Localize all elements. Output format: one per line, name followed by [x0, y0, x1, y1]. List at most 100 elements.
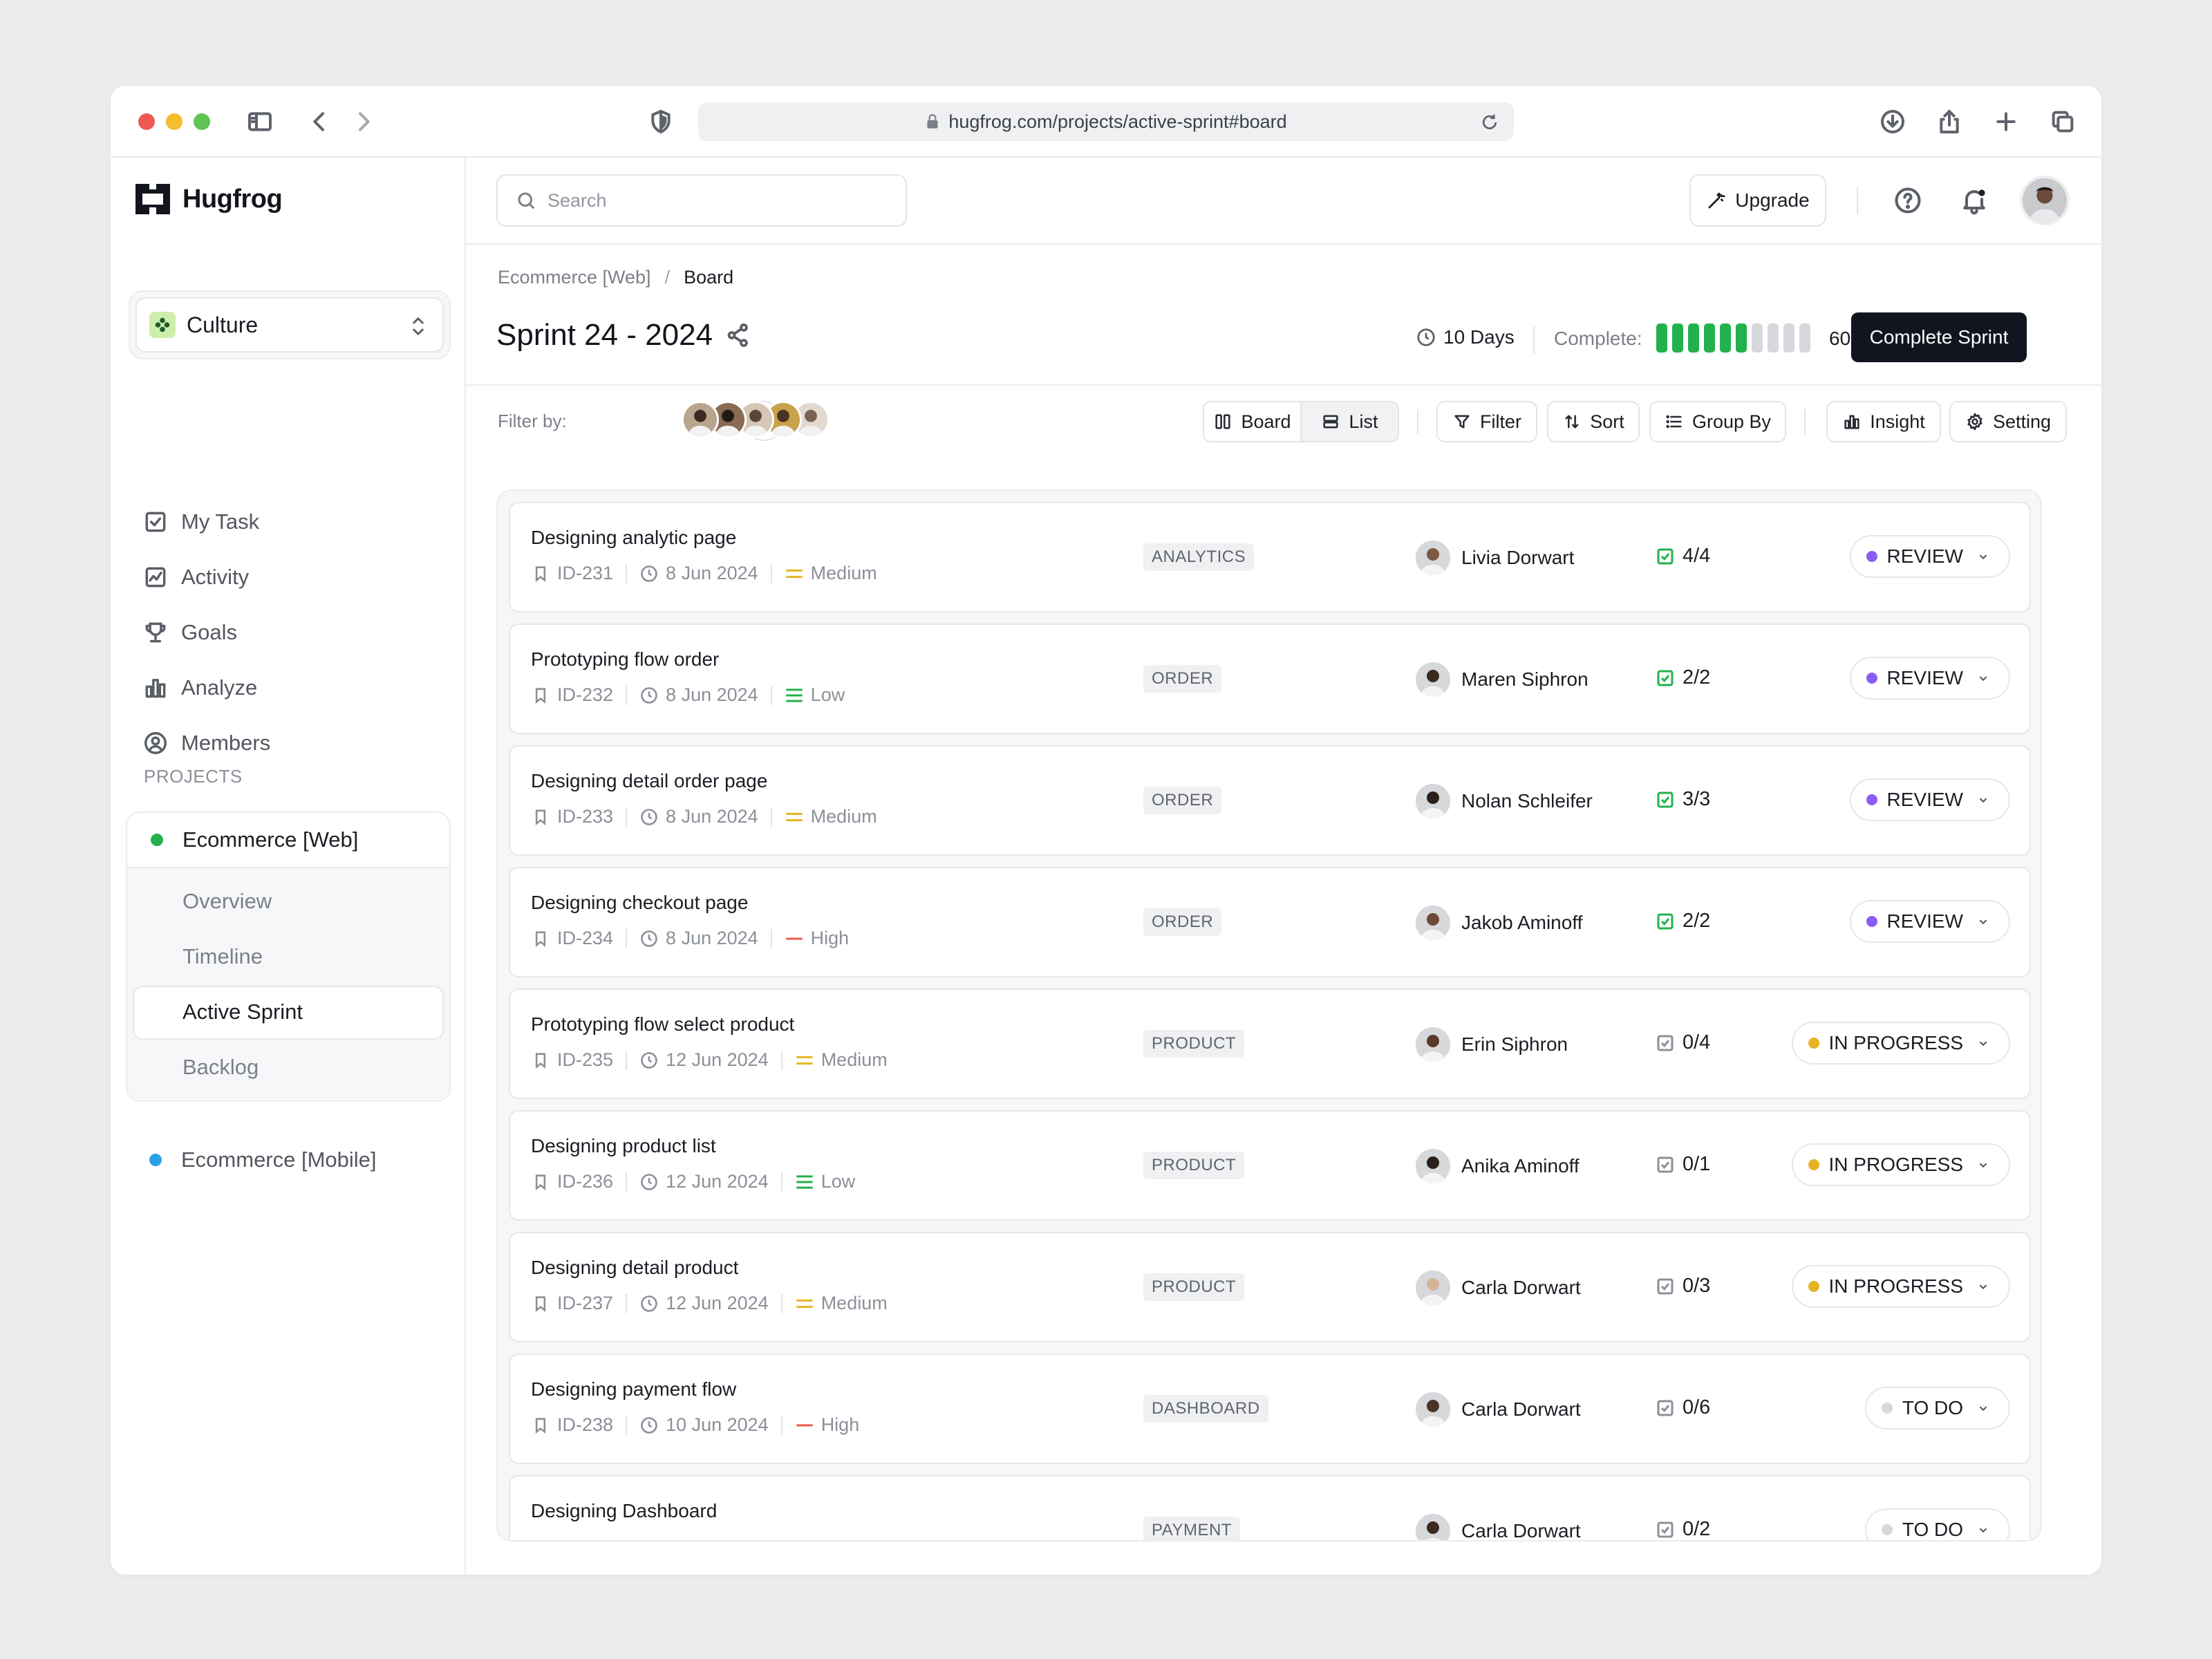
task-title[interactable]: Designing Dashboard — [531, 1500, 718, 1521]
nav-my-task[interactable]: My Task — [142, 509, 259, 535]
task-title[interactable]: Designing detail order page — [531, 770, 768, 791]
tabs-overview-icon[interactable] — [2046, 105, 2079, 138]
new-tab-icon[interactable] — [1989, 105, 2023, 138]
checkbox-icon — [1657, 1521, 1674, 1537]
breadcrumb-project[interactable]: Ecommerce [Web] — [498, 267, 651, 288]
task-title[interactable]: Designing product list — [531, 1135, 716, 1156]
close-window-button[interactable] — [138, 113, 155, 130]
task-title[interactable]: Designing detail product — [531, 1257, 739, 1278]
board-view-button[interactable]: Board — [1204, 402, 1300, 441]
share-icon[interactable] — [1933, 105, 1966, 138]
clock-icon — [641, 1173, 657, 1190]
assignee-name: Livia Dorwart — [1461, 547, 1575, 568]
task-tag: PRODUCT — [1143, 1273, 1245, 1301]
insight-button[interactable]: Insight — [1826, 401, 1941, 442]
user-avatar[interactable] — [2020, 176, 2070, 225]
task-assignee[interactable]: Jakob Aminoff — [1416, 906, 1582, 940]
task-date: 8 Jun 2024 — [666, 928, 758, 948]
task-title[interactable]: Prototyping flow order — [531, 648, 720, 670]
share-icon[interactable] — [725, 322, 751, 348]
task-assignee[interactable]: Nolan Schleifer — [1416, 784, 1593, 818]
subnav-timeline[interactable]: Timeline — [182, 944, 263, 968]
subnav-overview[interactable]: Overview — [182, 889, 272, 913]
task-date: 12 Jun 2024 — [666, 1171, 769, 1192]
task-row[interactable]: Prototyping flow order ID-232 8 Jun 2024 Lo… — [509, 624, 2031, 734]
task-row[interactable]: Designing product list ID-236 12 Jun 2024 L… — [509, 1110, 2031, 1221]
task-assignee[interactable]: Erin Siphron — [1416, 1027, 1568, 1062]
task-assignee[interactable]: Anika Aminoff — [1416, 1149, 1580, 1183]
priority-low-icon — [786, 688, 803, 702]
status-dropdown[interactable]: IN PROGRESS — [1791, 1265, 2010, 1308]
task-title[interactable]: Designing analytic page — [531, 527, 737, 548]
filter-avatar[interactable] — [765, 401, 802, 438]
reload-icon[interactable] — [1479, 112, 1500, 133]
notification-bell-icon[interactable] — [1956, 182, 1992, 218]
task-assignee[interactable]: Carla Dorwart — [1416, 1514, 1581, 1540]
task-assignee[interactable]: Livia Dorwart — [1416, 541, 1574, 575]
task-title[interactable]: Designing checkout page — [531, 892, 749, 913]
status-dot — [1881, 1524, 1893, 1535]
search-input[interactable]: Search — [496, 174, 907, 227]
url-bar[interactable]: hugfrog.com/projects/active-sprint#board — [698, 102, 1514, 141]
task-row[interactable]: Designing Dashboard PAYMENT Carla Dorwart 0… — [509, 1475, 2031, 1540]
project-ecommerce-web[interactable]: Ecommerce [Web] — [127, 813, 449, 868]
nav-goals[interactable]: Goals — [142, 619, 237, 646]
task-row[interactable]: Designing payment flow ID-238 10 Jun 2024 H… — [509, 1353, 2031, 1464]
task-assignee[interactable]: Maren Siphron — [1416, 662, 1588, 697]
workspace-switcher[interactable]: Culture — [135, 297, 444, 353]
task-title[interactable]: Prototyping flow select product — [531, 1013, 795, 1035]
project-ecommerce-mobile[interactable]: Ecommerce [Mobile] — [149, 1147, 377, 1172]
download-icon[interactable] — [1876, 105, 1909, 138]
checkbox-icon — [1657, 548, 1674, 564]
task-title[interactable]: Designing payment flow — [531, 1378, 737, 1400]
maximize-window-button[interactable] — [194, 113, 210, 130]
list-view-button[interactable]: List — [1300, 402, 1398, 441]
sort-button[interactable]: Sort — [1547, 401, 1640, 442]
status-dropdown[interactable]: REVIEW — [1849, 778, 2010, 821]
task-meta: ID-231 8 Jun 2024 Medium — [531, 563, 877, 584]
task-row[interactable]: Designing checkout page ID-234 8 Jun 2024 H… — [509, 867, 2031, 977]
nav-activity[interactable]: Activity — [142, 564, 249, 590]
task-row[interactable]: Prototyping flow select product ID-235 12 … — [509, 988, 2031, 1099]
minimize-window-button[interactable] — [166, 113, 182, 130]
meta-divider — [780, 1293, 782, 1313]
privacy-shield-icon[interactable] — [644, 105, 677, 138]
subnav-backlog[interactable]: Backlog — [182, 1055, 259, 1079]
subtask-count: 0/6 — [1655, 1396, 1710, 1419]
status-dropdown[interactable]: REVIEW — [1849, 657, 2010, 700]
task-row[interactable]: Designing detail order page ID-233 8 Jun 2… — [509, 745, 2031, 856]
status-dropdown[interactable]: IN PROGRESS — [1791, 1143, 2010, 1186]
task-row[interactable]: Designing detail product ID-237 12 Jun 202… — [509, 1232, 2031, 1342]
status-dropdown[interactable]: REVIEW — [1849, 900, 2010, 943]
help-icon[interactable] — [1890, 182, 1926, 218]
chevron-down-icon — [1979, 676, 1987, 682]
filter-button[interactable]: Filter — [1436, 401, 1537, 442]
status-dropdown[interactable]: REVIEW — [1849, 535, 2010, 578]
subnav-active-sprint[interactable]: Active Sprint — [182, 1000, 303, 1024]
group-by-button[interactable]: Group By — [1649, 401, 1786, 442]
app-logo[interactable]: Hugfrog — [135, 184, 283, 214]
assignee-avatar — [1416, 1392, 1450, 1427]
task-id: ID-236 — [557, 1171, 614, 1192]
task-row[interactable]: Designing analytic page ID-231 8 Jun 2024 M… — [509, 502, 2031, 612]
filter-avatar[interactable] — [682, 401, 719, 438]
setting-button[interactable]: Setting — [1949, 401, 2067, 442]
checkbox-icon — [1657, 670, 1674, 686]
task-meta: ID-235 12 Jun 2024 Medium — [531, 1049, 888, 1071]
nav-members[interactable]: Members — [142, 730, 270, 756]
back-icon[interactable] — [303, 105, 336, 138]
assignee-avatar — [1416, 1514, 1450, 1540]
filter-avatar[interactable] — [737, 401, 774, 438]
status-dropdown[interactable]: TO DO — [1864, 1387, 2010, 1430]
upgrade-button[interactable]: Upgrade — [1689, 174, 1826, 227]
breadcrumb: Ecommerce [Web] / Board — [498, 267, 733, 288]
task-assignee[interactable]: Carla Dorwart — [1416, 1271, 1581, 1305]
complete-sprint-button[interactable]: Complete Sprint — [1851, 312, 2027, 362]
status-dropdown[interactable]: IN PROGRESS — [1791, 1022, 2010, 1065]
nav-analyze[interactable]: Analyze — [142, 675, 257, 701]
status-dropdown[interactable]: TO DO — [1864, 1508, 2010, 1540]
forward-icon[interactable] — [347, 105, 380, 138]
task-assignee[interactable]: Carla Dorwart — [1416, 1392, 1581, 1427]
sidebar-toggle-icon[interactable] — [243, 105, 276, 138]
app-name: Hugfrog — [182, 184, 283, 214]
